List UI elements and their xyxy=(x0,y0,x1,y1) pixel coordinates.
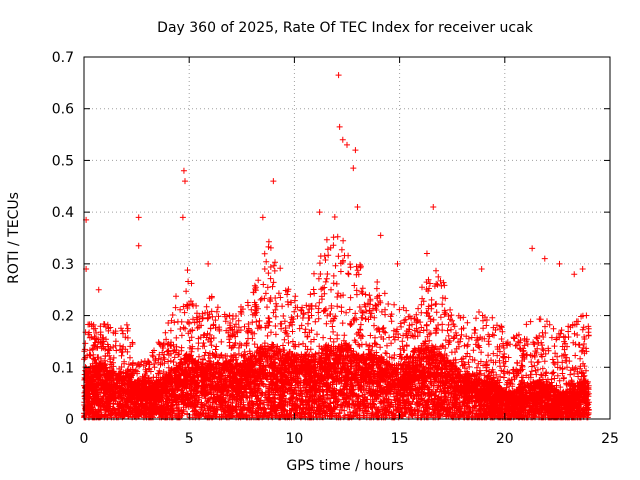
data-points xyxy=(81,72,592,421)
data-point xyxy=(180,167,187,174)
y-tick-label: 0.7 xyxy=(52,50,74,66)
data-point xyxy=(352,147,359,154)
data-point xyxy=(394,260,401,267)
data-point xyxy=(541,255,548,262)
y-tick-label: 0.4 xyxy=(52,205,74,221)
data-point xyxy=(339,136,346,143)
data-point xyxy=(336,123,343,130)
x-tick-label: 15 xyxy=(391,431,409,447)
data-point xyxy=(181,178,188,185)
data-point xyxy=(316,209,323,216)
data-point xyxy=(579,266,586,273)
data-point xyxy=(478,266,485,273)
x-axis-ticks: 0 5 10 15 20 25 xyxy=(80,57,619,447)
x-tick-label: 5 xyxy=(185,431,194,447)
data-point xyxy=(354,203,361,210)
y-axis-label: ROTI / TECUs xyxy=(6,192,22,284)
data-point xyxy=(205,260,212,267)
grid-lines xyxy=(84,57,610,419)
data-point xyxy=(571,271,578,278)
x-tick-label: 0 xyxy=(80,431,89,447)
y-tick-label: 0.1 xyxy=(52,360,74,376)
data-point xyxy=(344,141,350,148)
data-point xyxy=(179,214,186,221)
data-point xyxy=(335,72,342,79)
plot-frame xyxy=(83,56,611,420)
x-tick-label: 20 xyxy=(496,431,514,447)
data-point xyxy=(259,214,266,221)
data-point xyxy=(377,232,384,239)
y-tick-label: 0 xyxy=(65,412,74,428)
data-point xyxy=(135,242,142,249)
x-axis-label: GPS time / hours xyxy=(286,458,403,474)
chart-title: Day 360 of 2025, Rate Of TEC Index for r… xyxy=(157,20,534,36)
y-tick-label: 0.6 xyxy=(52,102,74,118)
x-tick-label: 10 xyxy=(285,431,303,447)
data-point xyxy=(135,214,142,221)
y-tick-label: 0.3 xyxy=(52,257,74,273)
y-axis-ticks: 0 0.1 0.2 0.3 0.4 0.5 0.6 0.7 xyxy=(52,50,610,428)
data-point xyxy=(423,250,430,257)
y-tick-label: 0.5 xyxy=(52,153,74,169)
point-cloud xyxy=(81,214,592,421)
data-point xyxy=(350,165,357,172)
y-tick-label: 0.2 xyxy=(52,309,74,325)
data-point xyxy=(556,260,563,267)
data-point xyxy=(430,203,437,210)
data-point xyxy=(270,178,277,185)
data-point xyxy=(95,286,102,293)
data-point xyxy=(529,245,536,252)
x-tick-label: 25 xyxy=(601,431,619,447)
